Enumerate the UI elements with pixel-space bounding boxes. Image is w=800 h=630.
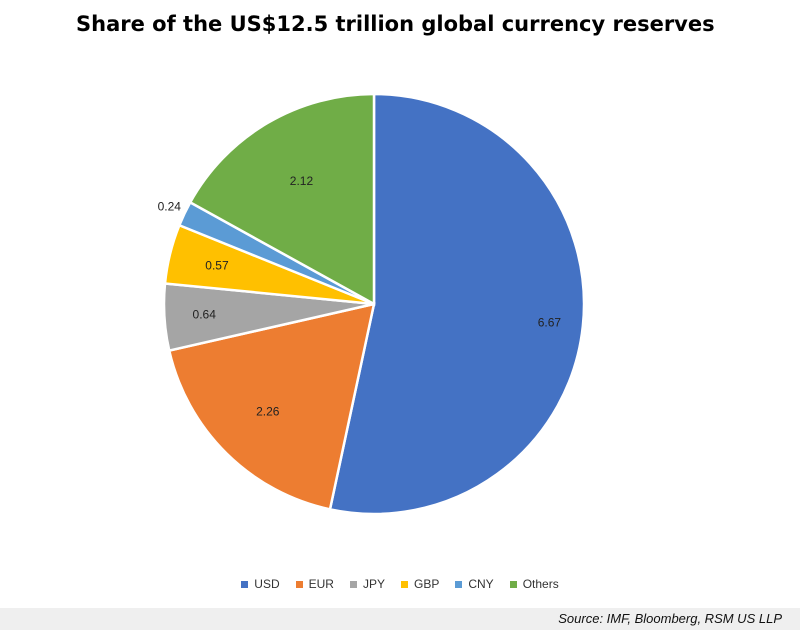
legend-label: Others (522, 577, 559, 591)
legend-swatch (401, 580, 408, 588)
legend-label: JPY (362, 577, 385, 591)
footer-bar: Source: IMF, Bloomberg, RSM US LLP (0, 608, 800, 630)
pie-slice-others (188, 92, 376, 307)
legend-item-others: Others (509, 577, 559, 591)
legend-item-gbp: GBP (401, 577, 439, 591)
pie-slice-eur (167, 302, 376, 511)
data-label-eur: 2.26 (256, 405, 280, 419)
chart-legend: USD EUR JPY GBP CNY Others (0, 577, 800, 591)
legend-swatch (455, 580, 463, 588)
data-label-gbp: 0.57 (205, 258, 229, 272)
legend-label: USD (254, 577, 280, 591)
legend-swatch (509, 580, 517, 588)
legend-swatch (349, 580, 357, 588)
chart-title: Share of the US$12.5 trillion global cur… (76, 12, 715, 36)
legend-label: EUR (308, 577, 334, 591)
source-note: Source: IMF, Bloomberg, RSM US LLP (558, 611, 782, 626)
pie-chart: 6.67 2.26 0.64 0.57 0.24 2.12 (158, 92, 586, 516)
pie-slice-usd (328, 92, 586, 516)
legend-label: GBP (414, 577, 440, 591)
legend-item-cny: CNY (455, 577, 494, 591)
data-label-others: 2.12 (290, 174, 314, 188)
legend-item-eur: EUR (295, 577, 334, 591)
data-label-jpy: 0.64 (193, 308, 217, 322)
legend-swatch (295, 580, 303, 588)
legend-swatch (241, 580, 249, 588)
legend-label: CNY (468, 577, 494, 591)
data-label-cny: 0.24 (158, 199, 182, 213)
legend-item-usd: USD (241, 577, 280, 591)
data-label-usd: 6.67 (538, 316, 562, 330)
legend-item-jpy: JPY (349, 577, 385, 591)
